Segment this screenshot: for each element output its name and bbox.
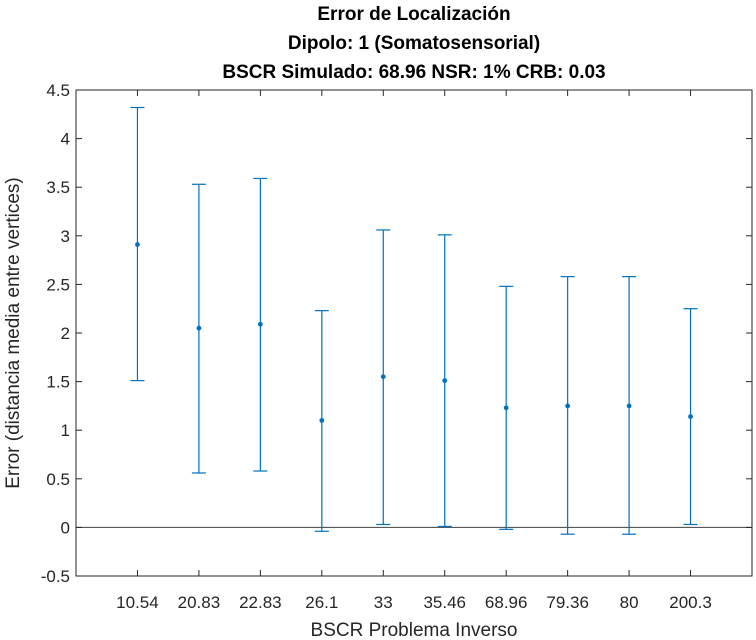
mean-point-35.46 [442, 378, 448, 384]
plot-box [75, 89, 753, 577]
chart-title-line-3: BSCR Simulado: 68.96 NSR: 1% CRB: 0.03 [222, 62, 605, 83]
x-axis-label: BSCR Problema Inverso [311, 620, 518, 640]
x-tick-label: 20.83 [178, 593, 221, 612]
x-tick-label: 80 [620, 593, 639, 612]
chart-title-line-1: Error de Localización [317, 4, 510, 25]
mean-point-26.1 [319, 418, 325, 423]
x-tick-label: 22.83 [239, 593, 282, 612]
x-tick-label: 35.46 [423, 593, 466, 612]
y-tick-label: 1 [61, 421, 70, 440]
x-tick-label: 33 [374, 593, 393, 612]
mean-point-80 [626, 403, 632, 409]
y-tick-label: 2 [61, 324, 70, 343]
y-tick-label: 0.5 [46, 470, 70, 489]
y-tick-label: 2.5 [46, 275, 70, 294]
y-tick-label: 0 [61, 518, 70, 537]
mean-point-79.36 [565, 403, 571, 409]
y-tick-label: 4.5 [46, 81, 70, 100]
mean-point-22.83 [257, 321, 263, 327]
mean-point-68.96 [503, 405, 509, 411]
mean-point-20.83 [196, 325, 202, 331]
y-tick-label: 4 [61, 130, 70, 149]
mean-point-10.54 [135, 242, 140, 247]
plot-area: -0.5 0 0.5 1 1.5 2 2.5 3 3.5 4 4.5 10.54 20.83 22.83 2… [41, 81, 753, 612]
x-tick-label: 10.54 [116, 593, 159, 612]
mean-point-200.3 [688, 414, 693, 419]
chart-title-line-2: Dipolo: 1 (Somatosensorial) [288, 33, 540, 54]
chart-title: Error de Localización Dipolo: 1 (Somatos… [222, 4, 605, 83]
x-tick-label: 200.3 [669, 593, 712, 612]
y-tick-label: 3 [61, 227, 70, 246]
x-tick-label: 79.36 [546, 593, 589, 612]
y-tick-label: -0.5 [41, 567, 70, 586]
y-tick-label: 3.5 [46, 178, 70, 197]
mean-point-33 [380, 374, 386, 380]
y-axis-label: Error (distancia media entre vertices) [3, 177, 24, 489]
x-tick-label: 68.96 [485, 593, 528, 612]
y-tick-label: 1.5 [46, 373, 70, 392]
x-tick-label: 26.1 [305, 593, 338, 612]
